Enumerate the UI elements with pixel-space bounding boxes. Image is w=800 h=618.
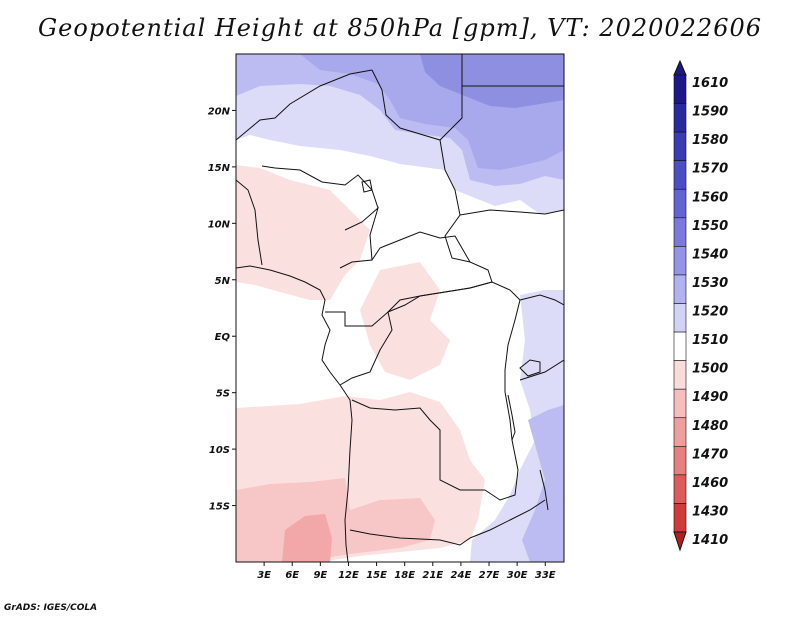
colorbar-label: 1580 bbox=[692, 133, 728, 148]
border-niger-nigeria bbox=[261, 165, 379, 209]
border-libya-chad bbox=[371, 54, 463, 141]
chart-title: Geopotential Height at 850hPa [gpm], VT:… bbox=[38, 14, 762, 42]
colorbar-label: 1560 bbox=[692, 190, 728, 205]
colorbar-segment bbox=[673, 131, 687, 161]
colorbar-label: 1490 bbox=[692, 390, 728, 405]
colorbar-label: 1540 bbox=[692, 247, 728, 262]
border-zambia-south bbox=[469, 499, 546, 539]
colorbar-label: 1460 bbox=[692, 476, 728, 491]
border-drc-east bbox=[484, 299, 521, 501]
field-1500-central bbox=[360, 262, 450, 380]
lake-victoria bbox=[519, 359, 541, 377]
colorbar-segment bbox=[673, 331, 687, 361]
colorbar-label: 1430 bbox=[692, 504, 728, 519]
colorbar-segment bbox=[673, 274, 687, 304]
lon-tick-label: 27E bbox=[479, 570, 500, 581]
field-1480-south bbox=[282, 514, 332, 562]
lat-tick-label: 10S bbox=[209, 445, 230, 456]
colorbar-top-arrow bbox=[673, 59, 687, 76]
colorbar-label: 1550 bbox=[692, 219, 728, 234]
colorbar-label: 1510 bbox=[692, 333, 728, 348]
lat-tick-label: 5S bbox=[216, 389, 230, 400]
colorbar-label: 1480 bbox=[692, 419, 728, 434]
lon-tick-label: 12E bbox=[338, 570, 359, 581]
colorbar-label: 1500 bbox=[692, 362, 728, 377]
lake-chad bbox=[361, 179, 373, 193]
lat-tick-label: 20N bbox=[208, 106, 231, 117]
lon-tick-label: 6E bbox=[285, 570, 299, 581]
border-tanzania bbox=[519, 359, 564, 381]
border-sahel-west bbox=[236, 179, 263, 266]
lat-tick-label: 10N bbox=[208, 219, 231, 230]
country-borders bbox=[236, 54, 564, 562]
longitude-axis: 3E 6E 9E 12E 15E 18E 21E 24E 27E 30E 33E bbox=[257, 562, 556, 581]
colorbar-label: 1520 bbox=[692, 305, 728, 320]
coastline-west bbox=[236, 265, 353, 562]
border-sudan-south bbox=[459, 209, 564, 216]
grads-footer: GrADS: IGES/COLA bbox=[4, 603, 98, 613]
lon-tick-label: 33E bbox=[535, 570, 556, 581]
colorbar-segment bbox=[673, 303, 687, 333]
colorbar-segment bbox=[673, 160, 687, 190]
colorbar-label: 1590 bbox=[692, 105, 728, 120]
colorbar-segment bbox=[673, 188, 687, 219]
lon-tick-label: 30E bbox=[507, 570, 528, 581]
height-field bbox=[236, 54, 564, 562]
field-1530-east bbox=[522, 405, 564, 562]
colorbar-segment bbox=[673, 217, 687, 247]
colorbar: 1610 1590 1580 1570 1560 1550 1540 1530 1520 1510… bbox=[673, 59, 728, 552]
lat-tick-label: EQ bbox=[215, 332, 231, 343]
border-nigeria-cameroon bbox=[339, 206, 379, 269]
colorbar-label: 1530 bbox=[692, 276, 728, 291]
colorbar-label: 1610 bbox=[692, 76, 728, 91]
border-sahara-west bbox=[236, 69, 373, 141]
lon-tick-label: 18E bbox=[394, 570, 415, 581]
colorbar-segment bbox=[673, 246, 687, 276]
map-frame bbox=[235, 53, 565, 563]
colorbar-segment bbox=[673, 474, 687, 504]
lake-malawi bbox=[539, 469, 549, 511]
lake-tanganyika bbox=[507, 394, 516, 441]
border-east-africa bbox=[519, 294, 564, 306]
colorbar-segment bbox=[673, 446, 687, 476]
border-drc-north bbox=[387, 281, 521, 313]
field-1500-west bbox=[236, 165, 370, 300]
field-1550-north bbox=[420, 54, 564, 108]
lon-tick-label: 9E bbox=[313, 570, 327, 581]
lon-tick-label: 21E bbox=[422, 570, 443, 581]
border-angola-south bbox=[349, 529, 471, 546]
lat-tick-label: 15S bbox=[209, 502, 230, 513]
colorbar-label: 1410 bbox=[692, 533, 728, 548]
colorbar-segment bbox=[673, 388, 687, 419]
colorbar-segment bbox=[673, 103, 687, 133]
lon-tick-label: 3E bbox=[257, 570, 271, 581]
border-congo-gabon bbox=[325, 311, 393, 386]
lon-tick-label: 15E bbox=[366, 570, 387, 581]
colorbar-label: 1470 bbox=[692, 447, 728, 462]
colorbar-label: 1570 bbox=[692, 162, 728, 177]
colorbar-segment bbox=[673, 503, 687, 533]
colorbar-segment bbox=[673, 417, 687, 447]
lat-tick-label: 15N bbox=[208, 163, 231, 174]
colorbar-segment bbox=[673, 360, 687, 390]
lat-tick-label: 5N bbox=[215, 276, 231, 287]
latitude-axis: 20N 15N 10N 5N EQ 5S 10S 15S bbox=[208, 106, 236, 513]
lon-tick-label: 24E bbox=[451, 570, 472, 581]
colorbar-segment bbox=[673, 74, 687, 104]
border-angola-drc bbox=[351, 399, 485, 491]
colorbar-bottom-arrow bbox=[673, 531, 687, 552]
